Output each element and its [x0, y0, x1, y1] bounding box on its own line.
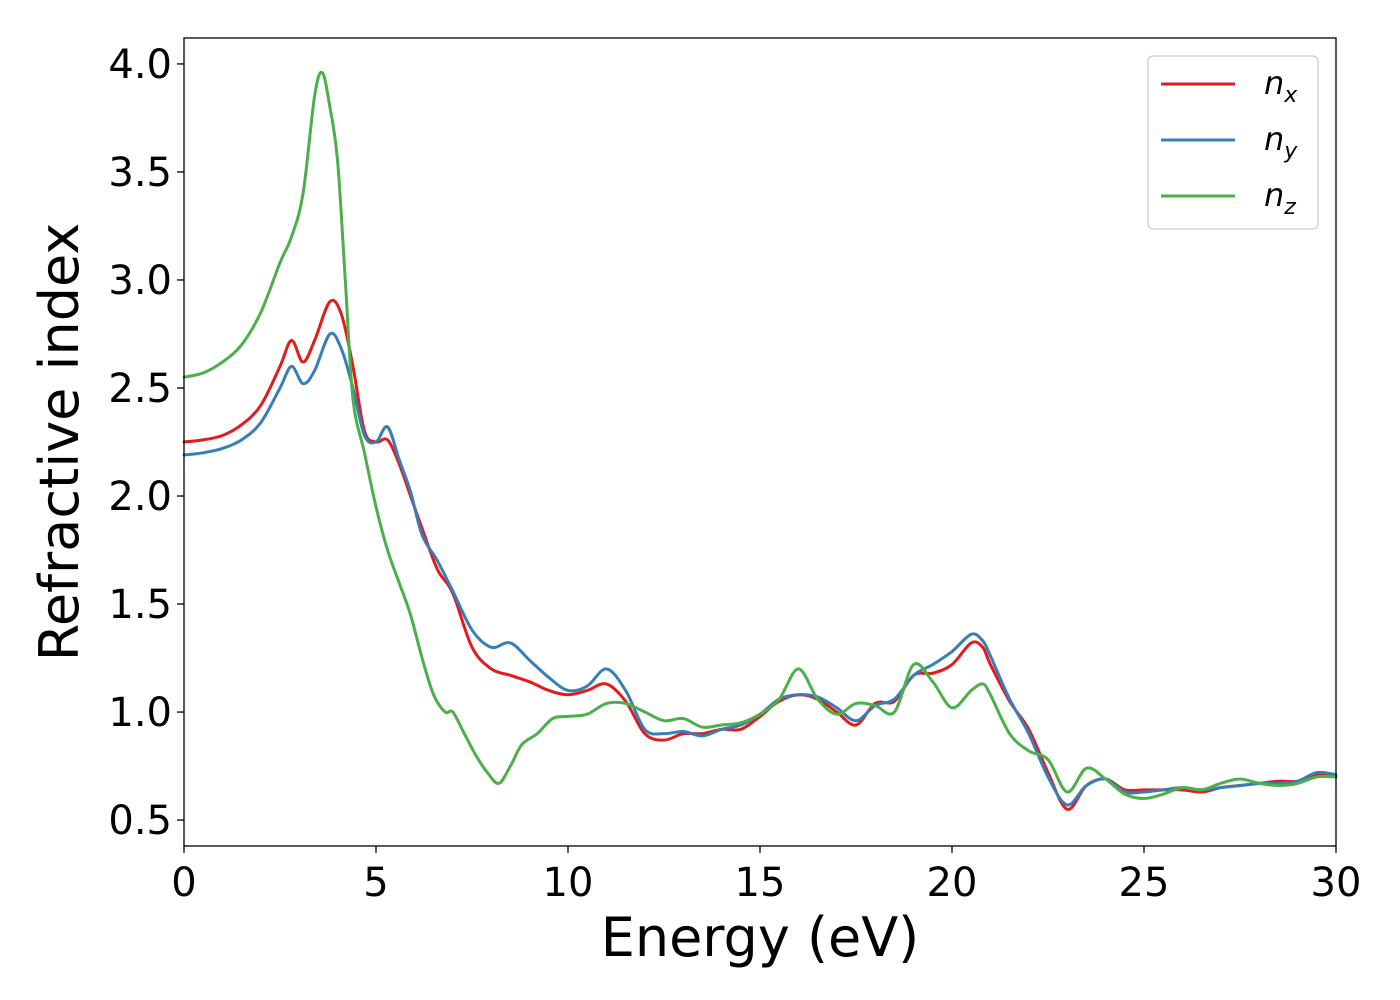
x-axis: 0 5 10 15 20 25 30 [171, 846, 1361, 906]
y-tick-label: 1.5 [108, 582, 172, 628]
x-tick-label: 0 [171, 860, 196, 906]
x-tick-label: 10 [543, 860, 594, 906]
y-tick-label: 2.5 [108, 366, 172, 412]
y-tick-label: 0.5 [108, 798, 172, 844]
legend-box [1147, 55, 1319, 230]
x-tick-label: 15 [735, 860, 786, 906]
x-tick-label: 20 [927, 860, 978, 906]
y-tick-label: 1.0 [108, 690, 172, 736]
legend-label-y: ny [1264, 120, 1298, 164]
series-lines [182, 70, 1338, 811]
y-tick-label: 3.0 [108, 258, 172, 304]
y-tick-label: 2.0 [108, 474, 172, 520]
y-tick-label: 3.5 [108, 150, 172, 196]
x-tick-label: 30 [1311, 860, 1362, 906]
x-tick-label: 5 [363, 860, 388, 906]
x-tick-label: 25 [1119, 860, 1170, 906]
series-line-z [182, 70, 1338, 800]
x-axis-title: Energy (eV) [601, 906, 920, 969]
y-axis: 0.5 1.0 1.5 2.0 2.5 3.0 3.5 4.0 [108, 42, 184, 844]
legend-label-z: nz [1264, 176, 1296, 220]
y-tick-label: 4.0 [108, 42, 172, 88]
legend-label-x: nx [1264, 64, 1298, 108]
y-axis-title: Refractive index [28, 223, 91, 662]
legend: nx ny nz [1147, 55, 1319, 230]
